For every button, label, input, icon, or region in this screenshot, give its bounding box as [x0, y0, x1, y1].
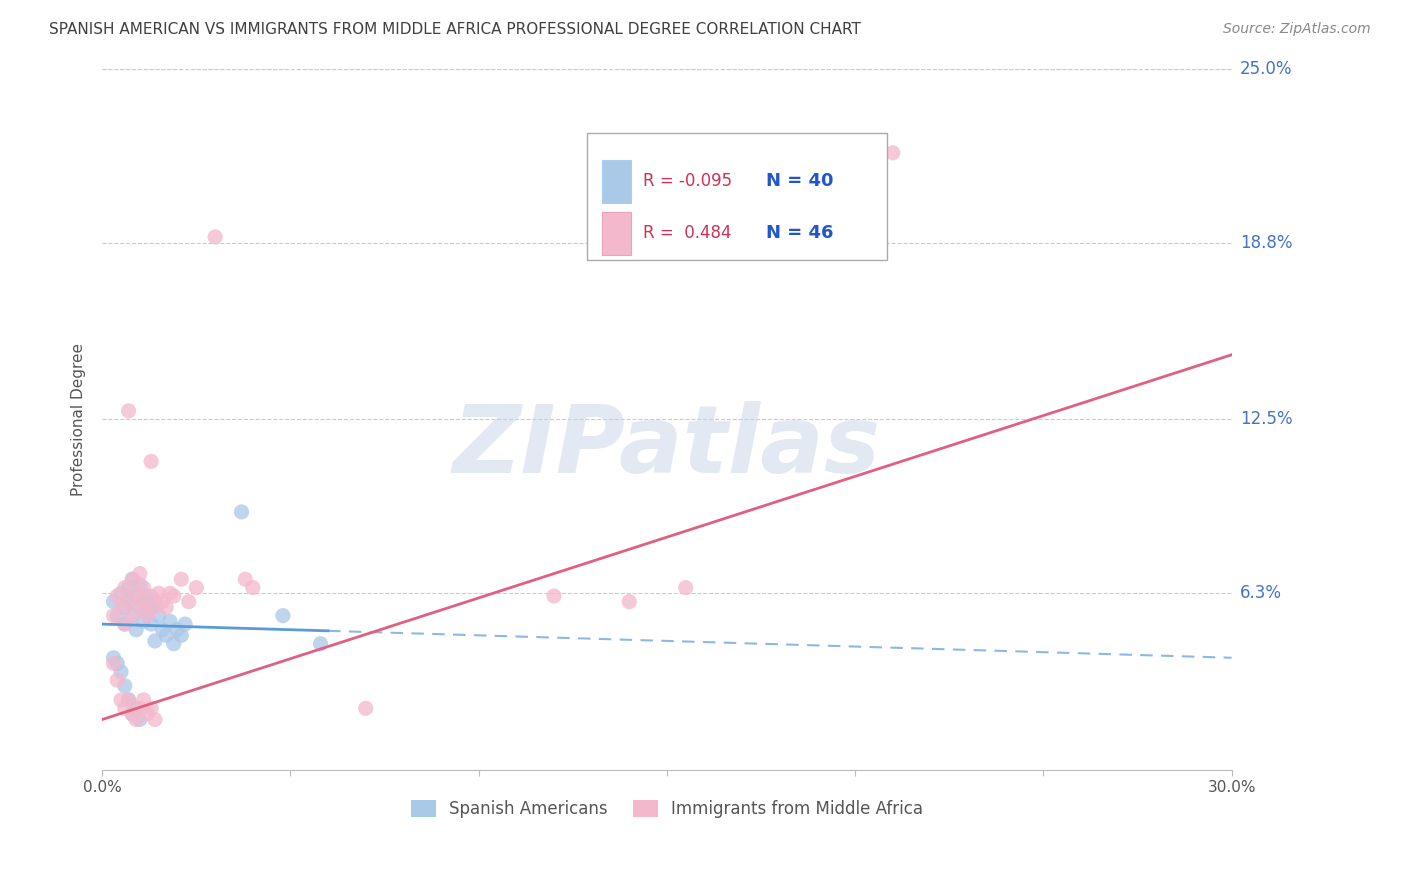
Point [174, 617, 197, 632]
Point [132, 595, 155, 609]
Point [136, 606, 159, 620]
Point [163, 589, 186, 603]
Text: SPANISH AMERICAN VS IMMIGRANTS FROM MIDDLE AFRICA PROFESSIONAL DEGREE CORRELATIO: SPANISH AMERICAN VS IMMIGRANTS FROM MIDD… [49, 22, 860, 37]
Point [114, 701, 136, 715]
Point [103, 595, 125, 609]
Point [141, 617, 163, 632]
Point [141, 589, 163, 603]
Point [242, 581, 264, 595]
Legend: Spanish Americans, Immigrants from Middle Africa: Spanish Americans, Immigrants from Middl… [404, 793, 929, 825]
Text: R = -0.095: R = -0.095 [643, 172, 733, 191]
Point [125, 713, 148, 727]
Point [110, 665, 132, 679]
Point [114, 581, 136, 595]
Point [143, 713, 166, 727]
Text: 12.5%: 12.5% [1240, 410, 1292, 428]
Point [155, 600, 177, 615]
Point [354, 701, 377, 715]
Point [231, 505, 253, 519]
Point [543, 589, 565, 603]
Point [125, 623, 148, 637]
Point [128, 566, 150, 581]
Text: 25.0%: 25.0% [1240, 60, 1292, 78]
Point [143, 600, 166, 615]
Point [128, 578, 150, 592]
Point [125, 589, 148, 603]
Text: N = 46: N = 46 [766, 225, 834, 243]
Point [233, 572, 256, 586]
Point [141, 701, 163, 715]
Point [121, 608, 143, 623]
Text: N = 40: N = 40 [766, 172, 834, 191]
Text: R =  0.484: R = 0.484 [643, 225, 731, 243]
Point [121, 706, 143, 721]
Point [128, 701, 150, 715]
Point [105, 657, 128, 671]
Point [148, 608, 170, 623]
Point [159, 615, 181, 629]
Point [159, 586, 181, 600]
Point [117, 595, 139, 609]
Point [166, 623, 188, 637]
Point [117, 595, 139, 609]
Point [152, 623, 174, 637]
Point [132, 581, 155, 595]
Point [136, 589, 159, 603]
Point [105, 589, 128, 603]
Point [117, 693, 139, 707]
Point [170, 572, 193, 586]
Point [128, 713, 150, 727]
Point [128, 595, 150, 609]
Point [103, 608, 125, 623]
Point [309, 637, 332, 651]
Point [117, 404, 139, 418]
Point [121, 572, 143, 586]
Point [204, 230, 226, 244]
Point [132, 693, 155, 707]
Point [143, 634, 166, 648]
Point [271, 608, 294, 623]
Point [114, 617, 136, 632]
Point [619, 595, 641, 609]
Text: 18.8%: 18.8% [1240, 234, 1292, 252]
Point [110, 586, 132, 600]
Point [105, 608, 128, 623]
Point [675, 581, 697, 595]
Point [117, 693, 139, 707]
Point [170, 628, 193, 642]
Point [141, 454, 163, 468]
Point [110, 600, 132, 615]
Point [136, 608, 159, 623]
Text: 6.3%: 6.3% [1240, 584, 1282, 602]
Point [125, 586, 148, 600]
Point [121, 572, 143, 586]
Point [141, 600, 163, 615]
Point [148, 586, 170, 600]
Point [128, 600, 150, 615]
Point [132, 615, 155, 629]
Text: ZIPatlas: ZIPatlas [453, 401, 882, 493]
Point [110, 693, 132, 707]
Point [114, 679, 136, 693]
Point [163, 637, 186, 651]
Point [105, 673, 128, 688]
Point [103, 657, 125, 671]
Text: Source: ZipAtlas.com: Source: ZipAtlas.com [1223, 22, 1371, 37]
Point [132, 600, 155, 615]
Point [121, 608, 143, 623]
Point [143, 595, 166, 609]
Point [177, 595, 200, 609]
Y-axis label: Professional Degree: Professional Degree [72, 343, 86, 496]
Point [136, 706, 159, 721]
Point [186, 581, 208, 595]
Point [121, 706, 143, 721]
Point [152, 595, 174, 609]
Point [103, 650, 125, 665]
Point [114, 600, 136, 615]
Point [117, 581, 139, 595]
Point [114, 617, 136, 632]
Point [155, 628, 177, 642]
Point [882, 145, 904, 160]
Point [125, 701, 148, 715]
